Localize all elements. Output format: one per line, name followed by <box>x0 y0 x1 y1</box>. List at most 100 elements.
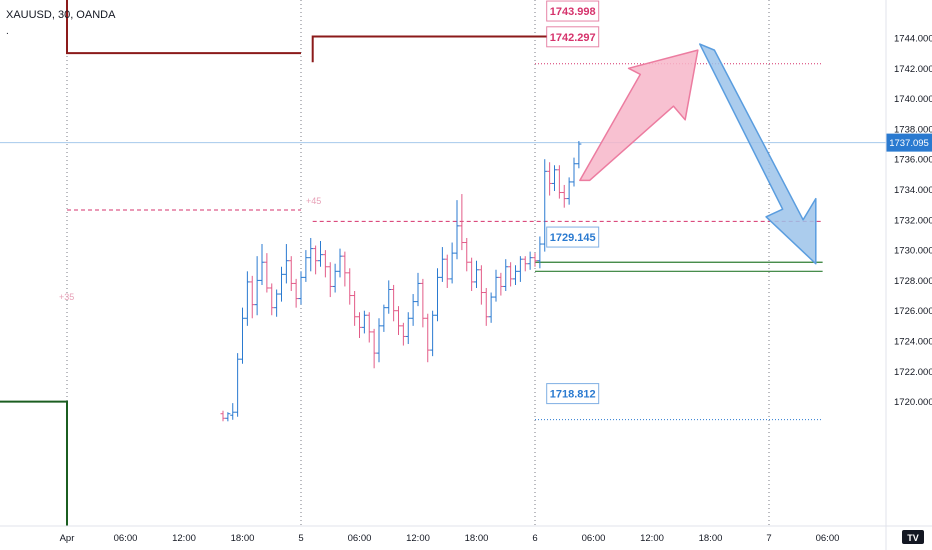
ohlc-bar <box>259 244 265 285</box>
y-tick-label: 1732.000 <box>894 215 932 226</box>
ohlc-bar <box>264 253 270 293</box>
projection-arrows <box>579 43 817 265</box>
ohlc-bar <box>376 318 382 363</box>
x-tick-label: 5 <box>298 533 303 544</box>
prev-high-step-1 <box>66 0 301 55</box>
y-tick-label: 1722.000 <box>894 367 932 378</box>
ohlc-bar <box>513 265 518 285</box>
ohlc-bar <box>439 247 445 282</box>
ohlc-bar <box>313 245 319 275</box>
bullish-arrow <box>579 49 699 182</box>
x-tick-label: 7 <box>766 533 771 544</box>
resistance-top-tag-box <box>546 0 600 22</box>
chart-title: XAUUSD, 30, OANDA <box>6 9 116 21</box>
ohlc-bar <box>244 271 250 326</box>
candles <box>220 141 582 422</box>
pivot-tag-text: 1729.145 <box>550 232 596 244</box>
ohlc-bar <box>400 322 406 346</box>
ohlc-bar <box>254 256 260 316</box>
y-tick-label: 1736.000 <box>894 155 932 166</box>
ohlc-bar <box>293 278 299 308</box>
ohlc-bar <box>420 278 426 328</box>
x-tick-label: 6 <box>532 533 537 544</box>
ohlc-bar <box>396 306 401 335</box>
resistance-tag-box <box>546 26 600 48</box>
x-tick-label: 18:00 <box>699 533 723 544</box>
ohlc-bar <box>240 307 245 364</box>
ohlc-bar <box>483 287 489 326</box>
x-tick-label: 12:00 <box>172 533 196 544</box>
ohlc-bar <box>488 292 494 323</box>
ohlc-bar <box>332 263 338 293</box>
ohlc-bar <box>469 257 475 292</box>
tv-logo: TV <box>902 530 924 544</box>
ohlc-bar <box>279 266 284 302</box>
ohlc-bar <box>503 259 509 292</box>
annotation-plus-left: +35 <box>59 292 74 302</box>
x-tick-label: 18:00 <box>231 533 255 544</box>
resistance-tag-text: 1742.297 <box>550 32 596 44</box>
ohlc-bar <box>454 200 460 260</box>
prev-low-step <box>0 400 68 526</box>
ohlc-bar <box>308 237 314 272</box>
ohlc-bar <box>493 269 499 302</box>
ohlc-bar <box>288 256 294 292</box>
ohlc-bar <box>357 312 362 338</box>
ohlc-bar <box>425 313 431 363</box>
ohlc-bar <box>235 353 241 417</box>
y-tick-label: 1742.000 <box>894 64 932 75</box>
ohlc-bar <box>566 177 572 205</box>
ohlc-bar <box>508 262 514 287</box>
price-tags: +35 +45 1743.998 1742.297 1729.145 1718.812 17… <box>59 0 932 405</box>
ohlc-bar <box>522 256 528 272</box>
level-lines <box>0 0 886 526</box>
ohlc-bar <box>532 253 538 267</box>
resistance-tag: 1742.297 <box>546 26 600 48</box>
ohlc-bar <box>342 251 348 287</box>
ohlc-bar <box>225 412 231 422</box>
ohlc-bar <box>435 268 440 322</box>
ohlc-bar <box>561 184 567 208</box>
tv-logo-text: TV <box>907 533 919 543</box>
ohlc-bar <box>537 236 543 269</box>
y-tick-label: 1720.000 <box>894 397 932 408</box>
ohlc-bar <box>556 165 562 199</box>
ohlc-bar <box>542 159 548 252</box>
ohlc-bar <box>337 248 343 278</box>
ohlc-bar <box>371 328 377 369</box>
x-tick-label: 12:00 <box>640 533 664 544</box>
x-tick-label: 06:00 <box>816 533 840 544</box>
ohlc-bar <box>347 268 353 305</box>
x-tick-label: 06:00 <box>114 533 138 544</box>
ohlc-bar <box>410 294 416 326</box>
x-tick-label: 06:00 <box>582 533 606 544</box>
x-tick-label: 12:00 <box>406 533 430 544</box>
support-tag-text: 1718.812 <box>550 389 596 401</box>
support-tag-box <box>546 383 600 405</box>
resistance-top-tag-text: 1743.998 <box>550 6 596 18</box>
ohlc-bar <box>391 284 397 322</box>
ohlc-bar <box>517 256 523 282</box>
ohlc-bar <box>459 194 465 251</box>
ohlc-bar <box>303 250 309 282</box>
ohlc-bar <box>361 310 367 334</box>
ohlc-bar <box>283 244 289 284</box>
title-dot: . <box>6 26 9 37</box>
bearish-arrow <box>699 43 817 265</box>
y-tick-label: 1726.000 <box>894 306 932 317</box>
ohlc-bar <box>405 312 411 345</box>
y-tick-label: 1744.000 <box>894 34 932 45</box>
last-price-badge-text: 1737.095 <box>889 138 929 149</box>
y-tick-label: 1738.000 <box>894 124 932 135</box>
ohlc-bar <box>366 312 372 343</box>
y-tick-label: 1740.000 <box>894 94 932 105</box>
ohlc-bar <box>220 410 226 422</box>
prev-high-step-2 <box>311 35 558 63</box>
ohlc-bar <box>322 250 328 278</box>
pivot-tag-box <box>546 226 600 248</box>
ohlc-bar <box>381 304 387 332</box>
y-tick-label: 1728.000 <box>894 276 932 287</box>
x-tick-label: Apr <box>60 533 75 544</box>
